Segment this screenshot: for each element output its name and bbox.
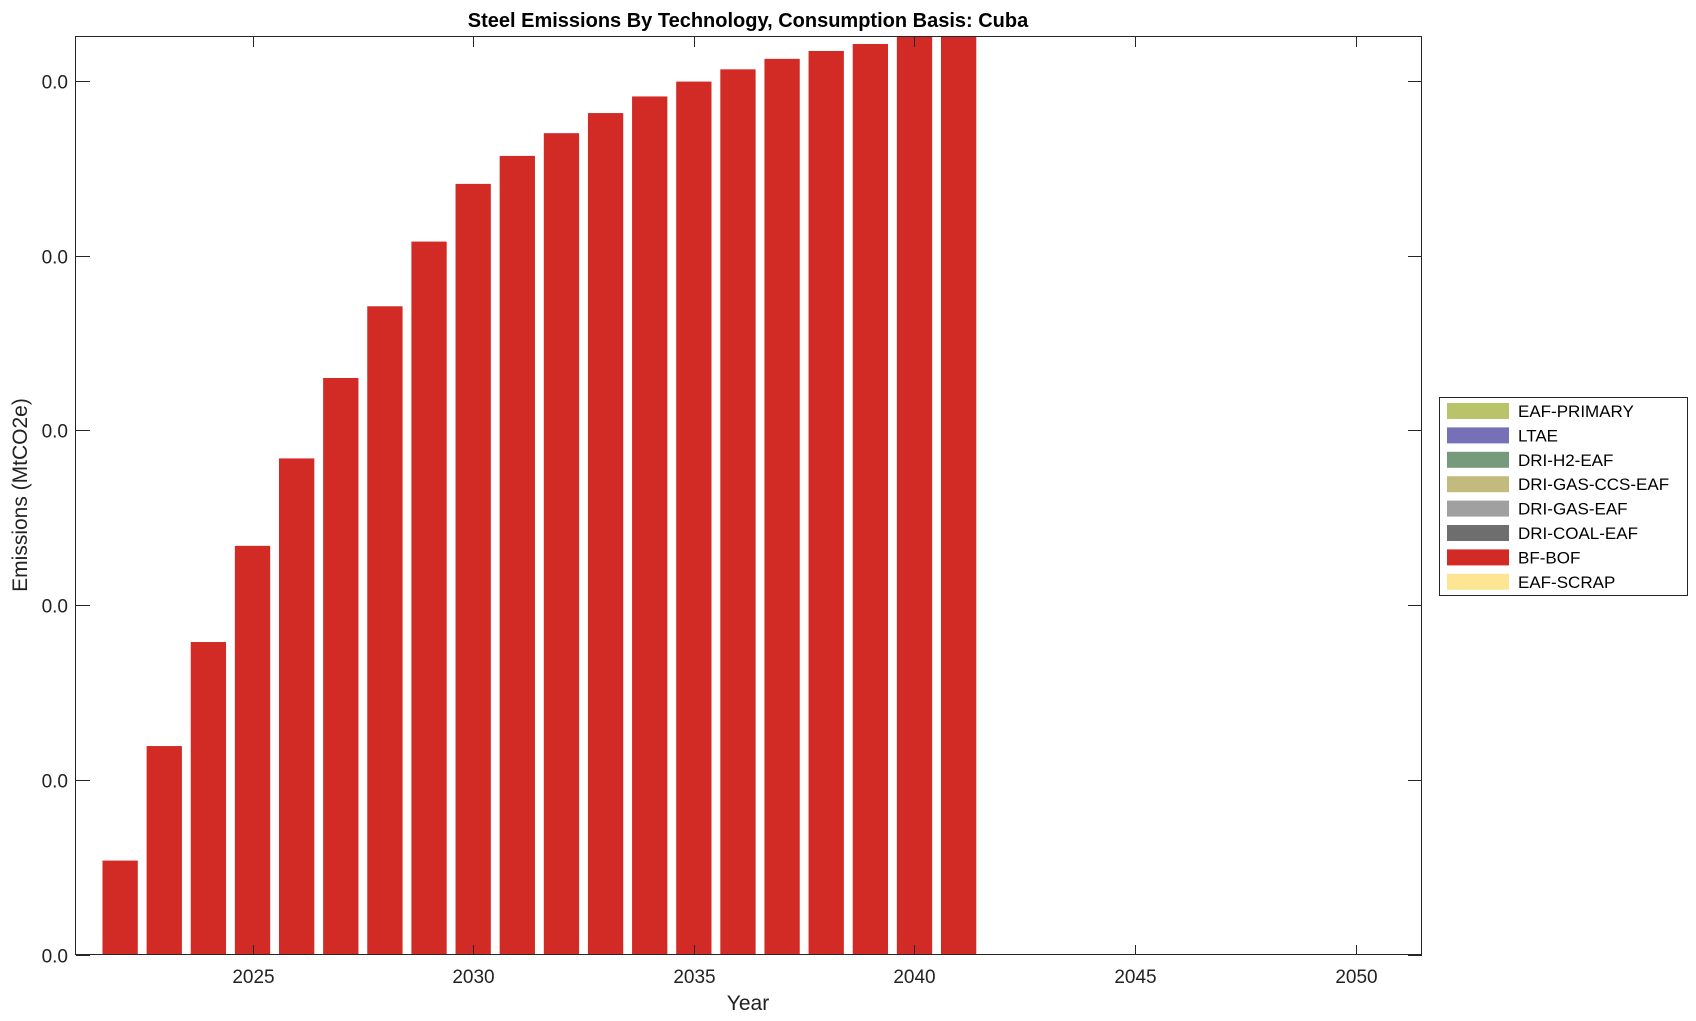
y-tick-label: 0.0: [42, 947, 68, 968]
bar-bf-bof-2023: [146, 746, 182, 955]
bar-bf-bof-2029: [411, 241, 447, 955]
bar-bf-bof-2024: [190, 642, 227, 955]
bar-bf-bof-2041: [940, 37, 977, 955]
legend-label-dri-coal-eaf: DRI-COAL-EAF: [1518, 524, 1638, 543]
legend-swatch-eaf-scrap: [1447, 573, 1509, 590]
bar-bf-bof-2038: [808, 50, 844, 955]
legend-swatch-dri-h2-eaf: [1447, 451, 1509, 468]
bar-bf-bof-2033: [587, 113, 624, 955]
legend-label-eaf-scrap: EAF-SCRAP: [1518, 573, 1615, 592]
plot-area: 2025 2030 2035 2040 2045 2050 0.00.00.00.00.0…: [42, 36, 1422, 988]
x-tick-label: 2045: [1114, 967, 1156, 988]
legend: EAF-PRIMARY LTAE DRI-H2-EAF DRI-GAS-CCS-EAF…: [1439, 397, 1688, 596]
legend-label-eaf-primary: EAF-PRIMARY: [1518, 402, 1634, 421]
bar-bf-bof-2036: [720, 69, 756, 955]
x-tick-label: 2035: [673, 967, 715, 988]
y-ticks: 0.0 0.0 0.0 0.0 0.0 0.0: [42, 73, 1422, 968]
legend-items: EAF-PRIMARY LTAE DRI-H2-EAF DRI-GAS-CCS-EAF…: [1447, 402, 1669, 592]
bar-bf-bof-2037: [764, 58, 800, 956]
y-tick-label: 0.0: [42, 248, 68, 269]
y-tick-label: 0.0: [42, 597, 68, 618]
y-tick-label: 0.0: [42, 422, 68, 443]
plot-frame: [75, 36, 1422, 955]
legend-swatch-eaf-primary: [1447, 403, 1509, 419]
bar-bf-bof-2035: [676, 81, 712, 956]
x-tick-label: 2025: [232, 967, 274, 988]
legend-swatch-bf-bof: [1447, 549, 1509, 566]
legend-swatch-dri-coal-eaf: [1447, 525, 1509, 541]
x-ticks: 2025 2030 2035 2040 2045 2050: [232, 37, 1378, 988]
bar-bf-bof-2039: [852, 43, 889, 956]
legend-label-ltae: LTAE: [1518, 426, 1558, 445]
y-tick-label: 0.0: [42, 772, 68, 793]
bar-bf-bof-2027: [323, 377, 359, 955]
legend-swatch-dri-gas-eaf: [1447, 500, 1509, 517]
y-axis-label: Emissions (MtCO2e): [9, 398, 32, 592]
bar-bf-bof-2026: [279, 458, 315, 955]
bar-bf-bof-2031: [499, 155, 535, 956]
chart-title: Steel Emissions By Technology, Consumpti…: [468, 10, 1029, 32]
bar-bf-bof-2028: [367, 306, 403, 955]
legend-swatch-dri-gas-ccs-eaf: [1447, 476, 1509, 493]
bar-bf-bof-2030: [455, 183, 491, 955]
legend-label-dri-gas-ccs-eaf: DRI-GAS-CCS-EAF: [1518, 475, 1669, 494]
bar-bf-bof-2040: [896, 37, 933, 955]
x-tick-label: 2030: [452, 967, 494, 988]
x-axis-label: Year: [727, 992, 769, 1015]
bar-bf-bof-2032: [543, 133, 580, 955]
legend-swatch-ltae: [1447, 427, 1509, 444]
bars: [102, 37, 977, 956]
bar-bf-bof-2034: [632, 96, 668, 956]
bar-bf-bof-2025: [234, 545, 271, 955]
legend-label-dri-h2-eaf: DRI-H2-EAF: [1518, 451, 1613, 470]
y-tick-label: 0.0: [42, 73, 68, 94]
x-tick-label: 2050: [1335, 967, 1377, 988]
legend-label-bf-bof: BF-BOF: [1518, 548, 1580, 567]
bar-bf-bof-2022: [102, 860, 138, 955]
legend-label-dri-gas-eaf: DRI-GAS-EAF: [1518, 500, 1628, 519]
x-tick-label: 2040: [893, 967, 935, 988]
